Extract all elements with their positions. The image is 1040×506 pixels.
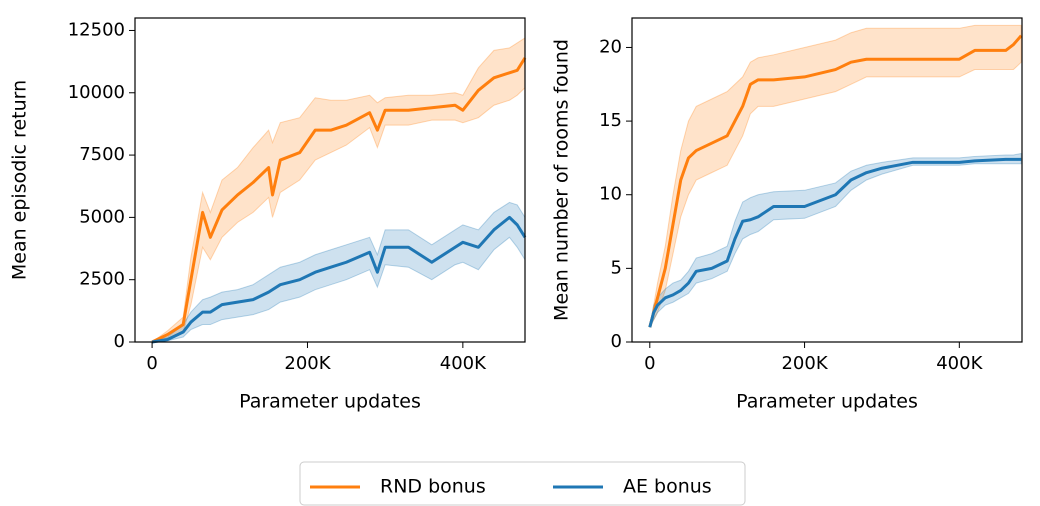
legend-frame <box>299 461 746 506</box>
line <box>648 34 1023 328</box>
legend-label: AE bonus <box>623 476 712 498</box>
y-tick-label: 5 <box>611 257 622 278</box>
x-tick-label: 0 <box>644 353 655 374</box>
y-tick-label: 0 <box>114 331 125 352</box>
y-tick-label: 10000 <box>68 82 125 103</box>
x-tick-label: 200K <box>781 353 828 374</box>
x-tick-label: 400K <box>936 353 983 374</box>
y-tick-label: 7500 <box>79 144 125 165</box>
line <box>151 57 527 344</box>
x-tick-label: 400K <box>440 353 487 374</box>
y-tick-label: 15 <box>599 110 622 131</box>
band <box>151 37 526 343</box>
y-axis-label: Mean number of rooms found <box>551 39 573 321</box>
line <box>648 157 1022 328</box>
axes-frame <box>631 17 1023 343</box>
x-tick-label: 0 <box>146 353 157 374</box>
axes-frame <box>134 17 526 343</box>
x-axis-label: Parameter updates <box>736 391 918 413</box>
band <box>649 24 1022 328</box>
x-axis-label: Parameter updates <box>239 391 421 413</box>
x-tick-label: 200K <box>284 353 331 374</box>
legend-label: RND bonus <box>380 476 486 498</box>
line <box>151 215 527 344</box>
y-tick-label: 2500 <box>79 269 125 290</box>
y-tick-label: 20 <box>599 36 622 57</box>
y-tick-label: 5000 <box>79 206 125 227</box>
y-axis-label: Mean episodic return <box>9 80 31 280</box>
band <box>649 152 1022 328</box>
y-tick-label: 10 <box>599 184 622 205</box>
y-tick-label: 0 <box>611 331 622 352</box>
y-tick-label: 12500 <box>68 19 125 40</box>
